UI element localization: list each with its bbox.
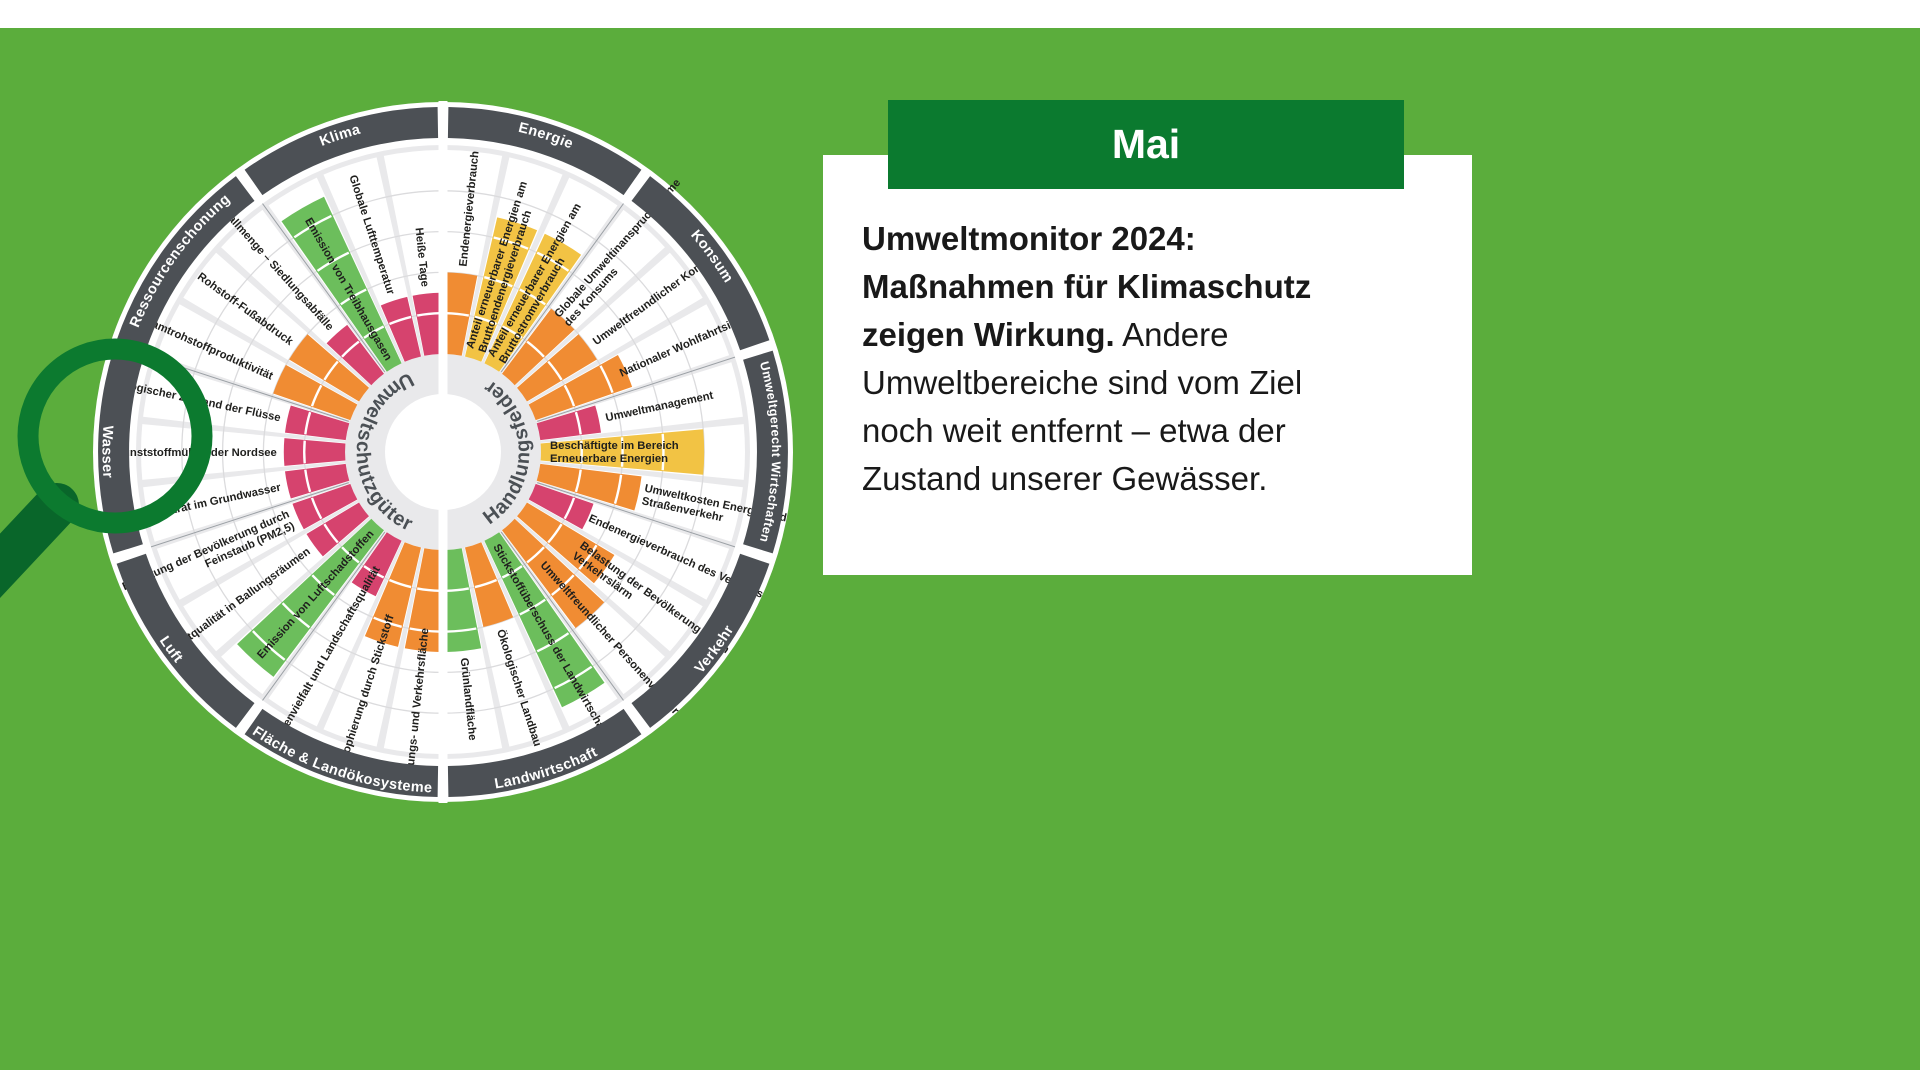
indicator-bar: [306, 502, 369, 557]
indicator-bar: [273, 364, 358, 421]
sector-band-8: [116, 176, 255, 351]
indicator-bar: [444, 548, 482, 652]
sector-band-4: [447, 708, 642, 797]
wheel-sector-bars-8: [273, 324, 384, 421]
wheel-sector-bars-4: [444, 532, 605, 708]
indicator-bar: [281, 196, 402, 372]
top-white-strip: [0, 0, 1920, 28]
wheel-sector-bars-5: [351, 532, 442, 652]
month-label: Mai: [1111, 121, 1181, 167]
indicator-bar: [283, 438, 346, 466]
sector-band-1: [631, 176, 770, 351]
message-line: Maßnahmen für Klimaschutz: [862, 268, 1312, 305]
svg-text:Erneuerbare Energien: Erneuerbare Energien: [550, 453, 668, 465]
sector-band-5: [244, 708, 439, 797]
message-line: zeigen Wirkung. Andere: [862, 316, 1229, 353]
magnifier-icon: [0, 338, 213, 599]
sector-band-3: [631, 553, 770, 728]
half-divider-bottom: [438, 508, 448, 803]
sector-band-9: [244, 107, 439, 196]
indicator-bar: [528, 355, 633, 421]
indicator-bar: [285, 405, 350, 441]
indicator-bar: [289, 334, 369, 402]
message-line: noch weit entfernt – etwa der: [862, 412, 1286, 449]
indicator-bar: [517, 502, 615, 584]
message-line: Zustand unserer Gewässer.: [862, 460, 1268, 497]
indicator-bar: [465, 542, 514, 627]
sector-name: Wasser: [99, 425, 116, 479]
month-card: Umweltmonitor 2024: Maßnahmen für Klimasc…: [823, 155, 1472, 575]
sector-divider-line: [537, 356, 736, 422]
indicator-bar: [404, 548, 442, 652]
indicator-bar: [465, 217, 538, 362]
bottom-white-strip: [0, 1070, 1920, 1080]
wheel-sector-bars-9: [281, 196, 442, 372]
indicator-bar: [528, 483, 594, 530]
indicator-bar: [380, 296, 421, 362]
sector-divider-line: [262, 203, 386, 373]
sector-divider-line: [500, 531, 624, 701]
indicator-bar: [484, 532, 605, 708]
month-message: Umweltmonitor 2024: Maßnahmen für Klimasc…: [862, 215, 1437, 503]
indicator-bar: [285, 463, 350, 499]
wheel-sector-bars-2: [536, 405, 705, 511]
wheel-sector-bars-6: [237, 483, 384, 677]
message-line: Umweltbereiche sind vom Ziel: [862, 364, 1303, 401]
sector-divider-line: [500, 203, 624, 373]
sector-band-6: [116, 553, 255, 728]
month-header: Mai: [888, 100, 1404, 189]
sector-band-7: [98, 350, 143, 554]
indicator-bar: [517, 334, 597, 402]
magnifier-handle: [0, 483, 79, 599]
sector-band-0: [447, 107, 642, 196]
indicator-bar: [351, 532, 402, 597]
indicator-bar: [237, 518, 384, 677]
wheel-sector-bars-1: [502, 308, 633, 421]
wheel-sector-bars-0: [444, 217, 582, 372]
sector-divider-line: [150, 482, 349, 548]
indicator-bar: [326, 324, 384, 386]
wheel-center: [385, 394, 501, 510]
magnifier-ring: [17, 338, 213, 534]
indicator-bar: [502, 518, 605, 628]
indicator-bar: [412, 292, 442, 356]
indicator-bar: [292, 483, 358, 530]
indicator-bar: [502, 308, 575, 386]
half-divider-top: [438, 101, 448, 396]
wheel-sector-bars-7: [283, 405, 350, 499]
indicator-bar: [484, 233, 582, 372]
svg-text:Beschäftigte im Bereich: Beschäftigte im Bereich: [550, 440, 679, 452]
sector-divider-line: [262, 531, 386, 701]
sector-divider-line: [537, 482, 736, 548]
message-line: Umweltmonitor 2024:: [862, 220, 1196, 257]
sector-band-2: [743, 350, 788, 554]
indicator-bar: [536, 405, 601, 441]
wheel-sector-bars-3: [502, 483, 615, 628]
